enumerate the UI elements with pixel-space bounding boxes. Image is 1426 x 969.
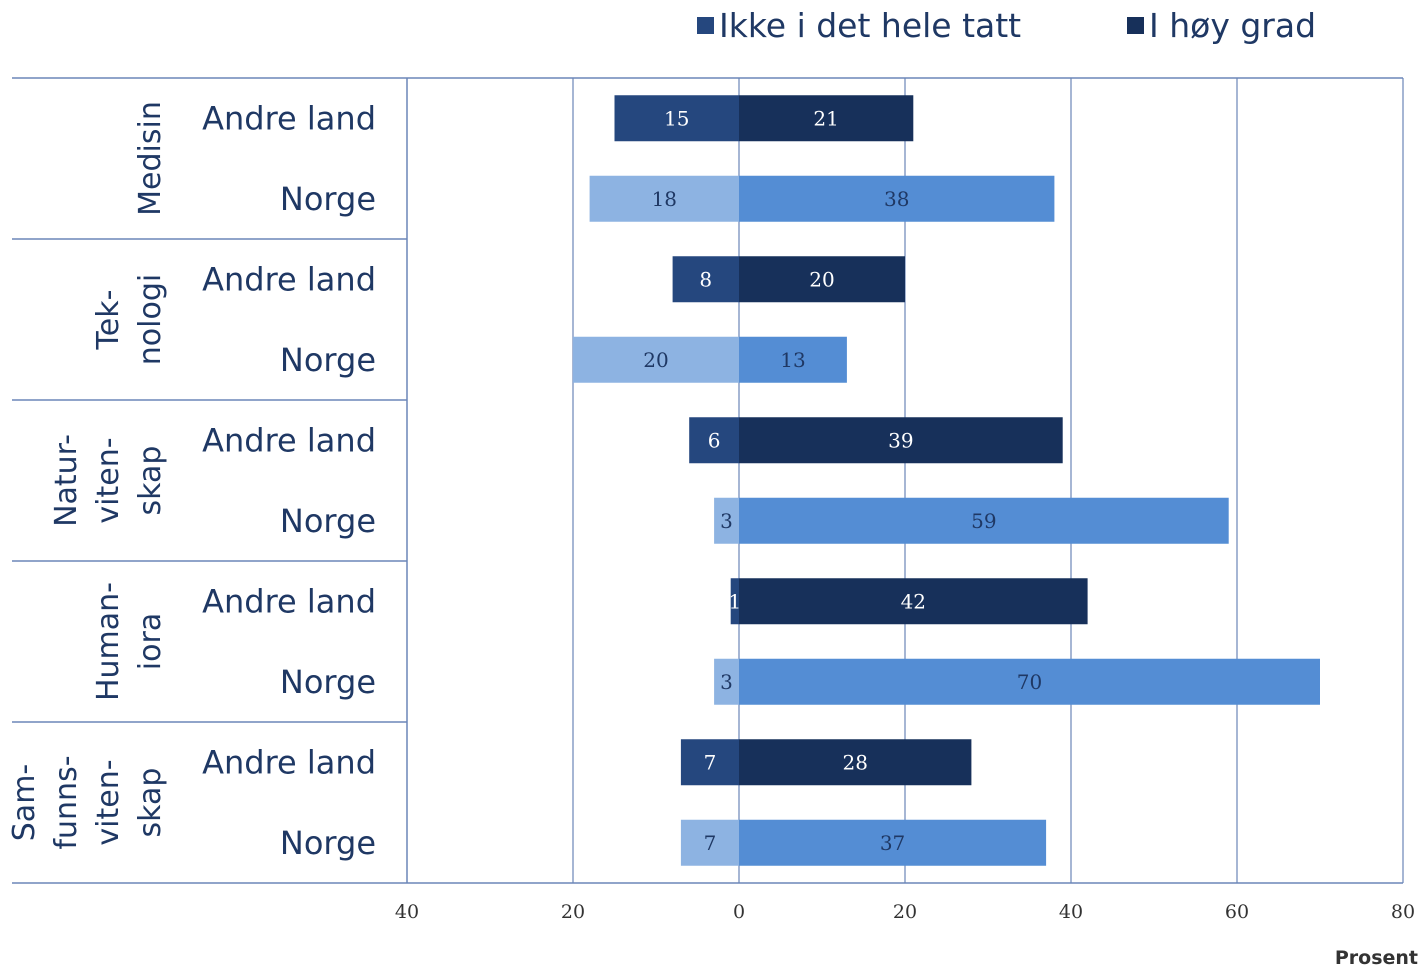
- field-label-1: Tek-nologi: [91, 274, 168, 365]
- country-label-3-1: Norge: [280, 663, 376, 701]
- bar-high-degree-0-0: [739, 95, 914, 142]
- value-not-at-all-4-1: 7: [704, 831, 717, 855]
- field-label-line: viten-: [91, 437, 126, 523]
- bar-high-degree-4-1: [739, 819, 1047, 866]
- bar-high-degree-1-1: [739, 336, 847, 383]
- x-tick-label-6: 80: [1391, 901, 1415, 923]
- value-high-degree-1-1: 13: [780, 348, 805, 372]
- bar-not-at-all-4-1: [680, 819, 739, 866]
- value-high-degree-1-0: 20: [809, 267, 834, 291]
- field-label-0: Medisin: [133, 101, 168, 216]
- bar-not-at-all-1-1: [573, 336, 739, 383]
- bar-high-degree-4-0: [739, 739, 972, 786]
- bar-high-degree-3-0: [739, 578, 1088, 625]
- x-tick-label-1: 20: [561, 901, 585, 923]
- bar-not-at-all-2-0: [689, 417, 739, 464]
- value-not-at-all-0-0: 15: [664, 106, 689, 130]
- field-label-line: funns-: [49, 755, 84, 849]
- value-high-degree-4-0: 28: [842, 750, 867, 774]
- field-label-line: Medisin: [133, 101, 168, 216]
- value-not-at-all-2-1: 3: [720, 509, 733, 533]
- bar-not-at-all-4-0: [680, 739, 739, 786]
- field-label-3: Human-iora: [91, 582, 168, 701]
- field-label-line: nologi: [133, 274, 168, 365]
- country-label-3-0: Andre land: [202, 582, 376, 620]
- field-label-line: iora: [133, 613, 168, 670]
- field-label-line: skap: [133, 768, 168, 838]
- country-label-0-1: Norge: [280, 180, 376, 218]
- value-not-at-all-3-1: 3: [720, 670, 733, 694]
- field-label-line: viten-: [91, 759, 126, 845]
- legend-swatch-0: [697, 17, 714, 34]
- x-tick-label-0: 40: [395, 901, 419, 923]
- value-not-at-all-2-0: 6: [708, 428, 721, 452]
- country-label-4-0: Andre land: [202, 743, 376, 781]
- field-label-line: skap: [133, 446, 168, 516]
- bar-high-degree-3-1: [739, 658, 1320, 705]
- country-label-4-1: Norge: [280, 824, 376, 862]
- value-not-at-all-3-0: 1: [728, 589, 741, 613]
- field-label-line: Tek-: [91, 290, 126, 351]
- bar-high-degree-2-0: [739, 417, 1063, 464]
- country-label-2-0: Andre land: [202, 421, 376, 459]
- value-high-degree-0-1: 38: [884, 187, 909, 211]
- field-label-4: Sam-funns-viten-skap: [7, 755, 168, 849]
- value-high-degree-2-1: 59: [971, 509, 996, 533]
- bar-not-at-all-3-1: [714, 658, 739, 705]
- bar-not-at-all-0-0: [614, 95, 739, 142]
- x-axis-label: Prosent: [1335, 947, 1418, 969]
- field-label-2: Natur-viten-skap: [49, 434, 168, 527]
- value-not-at-all-1-0: 8: [699, 267, 712, 291]
- value-high-degree-0-0: 21: [813, 106, 838, 130]
- x-tick-label-5: 60: [1225, 901, 1249, 923]
- country-label-1-0: Andre land: [202, 260, 376, 298]
- bar-not-at-all-3-0: [730, 578, 739, 625]
- value-high-degree-2-0: 39: [888, 428, 913, 452]
- value-not-at-all-1-1: 20: [643, 348, 668, 372]
- legend-label-0: Ikke i det hele tatt: [719, 6, 1021, 45]
- value-not-at-all-0-1: 18: [652, 187, 677, 211]
- country-label-0-0: Andre land: [202, 99, 376, 137]
- x-tick-label-2: 0: [733, 901, 745, 923]
- value-not-at-all-4-0: 7: [704, 750, 717, 774]
- bar-not-at-all-2-1: [714, 497, 739, 544]
- field-label-line: Natur-: [49, 434, 84, 527]
- bar-not-at-all-0-1: [589, 175, 739, 222]
- value-high-degree-3-0: 42: [901, 589, 926, 613]
- bar-high-degree-0-1: [739, 175, 1055, 222]
- value-high-degree-3-1: 70: [1017, 670, 1042, 694]
- bar-high-degree-2-1: [739, 497, 1229, 544]
- bar-high-degree-1-0: [739, 256, 905, 303]
- x-tick-label-4: 40: [1059, 901, 1083, 923]
- country-label-2-1: Norge: [280, 502, 376, 540]
- legend-swatch-1: [1127, 17, 1144, 34]
- bar-not-at-all-1-0: [672, 256, 739, 303]
- field-label-line: Sam-: [7, 764, 42, 841]
- country-label-1-1: Norge: [280, 341, 376, 379]
- legend-label-1: I høy grad: [1149, 6, 1316, 45]
- value-high-degree-4-1: 37: [880, 831, 905, 855]
- field-label-line: Human-: [91, 582, 126, 701]
- x-tick-label-3: 20: [893, 901, 917, 923]
